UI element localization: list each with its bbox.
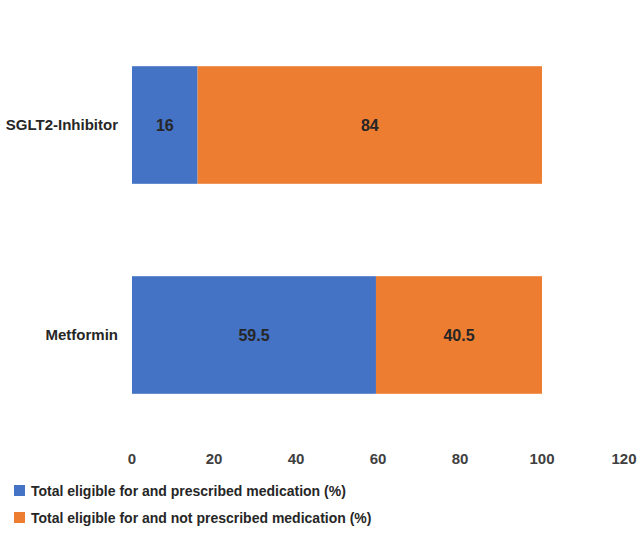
- x-tick-label: 80: [452, 450, 469, 467]
- data-label: 16: [156, 117, 174, 134]
- x-tick-label: 100: [529, 450, 554, 467]
- bar: [198, 66, 542, 184]
- legend-label: Total eligible for and prescribed medica…: [31, 483, 346, 499]
- legend-swatch: [14, 512, 25, 523]
- legend-swatch: [14, 485, 25, 496]
- chart: 0 20 40 60 80 100 120 16 84 59.5 40.5 SGLT2-Inhibit…: [0, 0, 640, 539]
- category-label: SGLT2-Inhibitor: [6, 116, 118, 133]
- x-tick-label: 60: [370, 450, 387, 467]
- bars: [132, 66, 542, 394]
- x-tick-label: 20: [206, 450, 223, 467]
- x-tick-label: 40: [288, 450, 305, 467]
- legend-label: Total eligible for and not prescribed me…: [31, 510, 371, 526]
- data-label: 84: [361, 117, 379, 134]
- x-tick-label: 120: [611, 450, 636, 467]
- category-label: Metformin: [46, 326, 119, 343]
- bar: [376, 276, 542, 394]
- bar: [132, 66, 198, 184]
- x-tick-label: 0: [128, 450, 136, 467]
- data-labels: 16 84 59.5 40.5: [156, 117, 475, 344]
- data-label: 40.5: [443, 327, 474, 344]
- data-label: 59.5: [238, 327, 269, 344]
- bar: [132, 276, 376, 394]
